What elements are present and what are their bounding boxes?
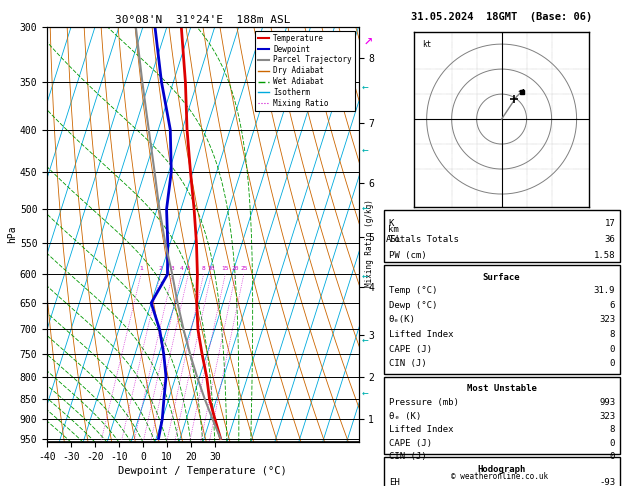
Text: 0: 0 — [610, 359, 615, 368]
Text: EH: EH — [389, 478, 399, 486]
Text: 15: 15 — [221, 266, 229, 271]
Y-axis label: km
ASL: km ASL — [386, 225, 402, 244]
Text: CIN (J): CIN (J) — [389, 359, 426, 368]
Text: 1: 1 — [139, 266, 143, 271]
Text: Surface: Surface — [483, 273, 520, 282]
Text: 1.58: 1.58 — [594, 251, 615, 260]
Text: 31.05.2024  18GMT  (Base: 06): 31.05.2024 18GMT (Base: 06) — [411, 12, 593, 22]
Text: 8: 8 — [202, 266, 206, 271]
Text: kt: kt — [421, 39, 431, 49]
Y-axis label: hPa: hPa — [7, 226, 17, 243]
Text: 3: 3 — [170, 266, 174, 271]
Text: Pressure (mb): Pressure (mb) — [389, 398, 459, 407]
Text: 10: 10 — [208, 266, 215, 271]
Text: 25: 25 — [240, 266, 248, 271]
Text: -93: -93 — [599, 478, 615, 486]
Text: 8: 8 — [610, 425, 615, 434]
Text: 0: 0 — [610, 345, 615, 354]
Text: 993: 993 — [599, 398, 615, 407]
Text: CAPE (J): CAPE (J) — [389, 439, 431, 448]
Text: 17: 17 — [604, 219, 615, 228]
Text: Lifted Index: Lifted Index — [389, 330, 454, 339]
Text: 323: 323 — [599, 315, 615, 325]
Text: Temp (°C): Temp (°C) — [389, 286, 437, 295]
Text: CIN (J): CIN (J) — [389, 452, 426, 462]
Text: ←: ← — [362, 272, 369, 282]
Text: 0: 0 — [610, 439, 615, 448]
Text: ←: ← — [362, 389, 369, 399]
Text: PW (cm): PW (cm) — [389, 251, 426, 260]
Text: CAPE (J): CAPE (J) — [389, 345, 431, 354]
Text: ←: ← — [362, 204, 369, 214]
Text: K: K — [389, 219, 394, 228]
Text: 323: 323 — [599, 412, 615, 421]
Text: 5: 5 — [186, 266, 190, 271]
X-axis label: Dewpoint / Temperature (°C): Dewpoint / Temperature (°C) — [118, 466, 287, 476]
Text: θₑ (K): θₑ (K) — [389, 412, 421, 421]
Text: Lifted Index: Lifted Index — [389, 425, 454, 434]
Text: Hodograph: Hodograph — [477, 465, 526, 474]
Text: Totals Totals: Totals Totals — [389, 235, 459, 244]
Title: 30°08'N  31°24'E  188m ASL: 30°08'N 31°24'E 188m ASL — [115, 15, 291, 25]
Text: ←: ← — [362, 146, 369, 156]
Text: 31.9: 31.9 — [594, 286, 615, 295]
Text: Most Unstable: Most Unstable — [467, 384, 537, 394]
Text: © weatheronline.co.uk: © weatheronline.co.uk — [452, 472, 548, 481]
Text: 36: 36 — [604, 235, 615, 244]
Text: 6: 6 — [610, 301, 615, 310]
Text: 20: 20 — [232, 266, 240, 271]
Text: Dewp (°C): Dewp (°C) — [389, 301, 437, 310]
Text: θₑ(K): θₑ(K) — [389, 315, 416, 325]
Text: 8: 8 — [610, 330, 615, 339]
Text: 4: 4 — [179, 266, 183, 271]
Text: ←: ← — [362, 83, 369, 92]
Text: Mixing Ratio (g/kg): Mixing Ratio (g/kg) — [365, 199, 374, 287]
Text: 0: 0 — [610, 452, 615, 462]
Text: ↗: ↗ — [364, 32, 373, 46]
Legend: Temperature, Dewpoint, Parcel Trajectory, Dry Adiabat, Wet Adiabat, Isotherm, Mi: Temperature, Dewpoint, Parcel Trajectory… — [255, 31, 355, 111]
Text: 2: 2 — [159, 266, 162, 271]
Text: ←: ← — [362, 335, 369, 345]
